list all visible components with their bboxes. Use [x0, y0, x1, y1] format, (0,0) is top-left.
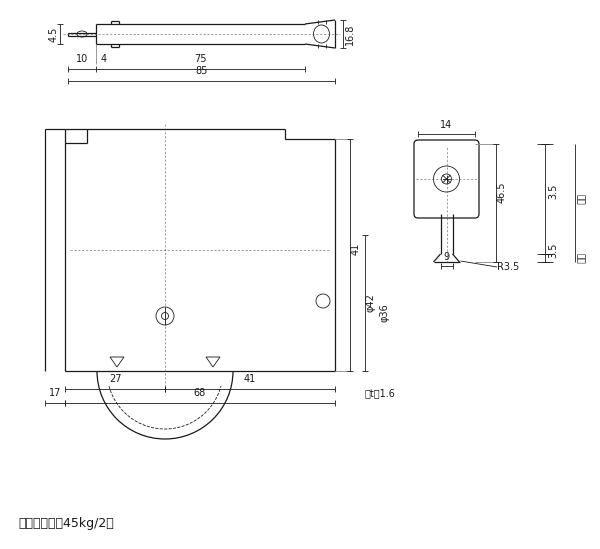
- Text: 68: 68: [194, 388, 206, 398]
- Text: 枠t＝1.6: 枠t＝1.6: [365, 388, 396, 398]
- Text: 3.5: 3.5: [548, 183, 558, 199]
- Text: 戸溝: 戸溝: [575, 194, 584, 204]
- Text: 10: 10: [76, 54, 88, 64]
- Text: 85: 85: [196, 66, 208, 76]
- Text: 46.5: 46.5: [497, 182, 507, 203]
- Text: 標準耐荷重：45kg/2コ: 標準耐荷重：45kg/2コ: [18, 518, 114, 530]
- Text: 27: 27: [109, 374, 121, 384]
- Text: φ42: φ42: [365, 294, 375, 312]
- Text: φ36: φ36: [380, 304, 390, 322]
- Text: 3.5: 3.5: [548, 243, 558, 258]
- Text: 14: 14: [440, 120, 452, 130]
- Text: 16.8: 16.8: [345, 23, 355, 44]
- Text: 41: 41: [351, 243, 361, 255]
- Text: 75: 75: [194, 54, 207, 64]
- Text: 17: 17: [49, 388, 61, 398]
- Text: 4: 4: [101, 54, 107, 64]
- Text: R3.5: R3.5: [497, 262, 519, 272]
- Text: 9: 9: [443, 252, 449, 262]
- Text: 41: 41: [244, 374, 256, 384]
- Text: 4.5: 4.5: [49, 26, 59, 42]
- Text: 枠穴: 枠穴: [575, 253, 584, 264]
